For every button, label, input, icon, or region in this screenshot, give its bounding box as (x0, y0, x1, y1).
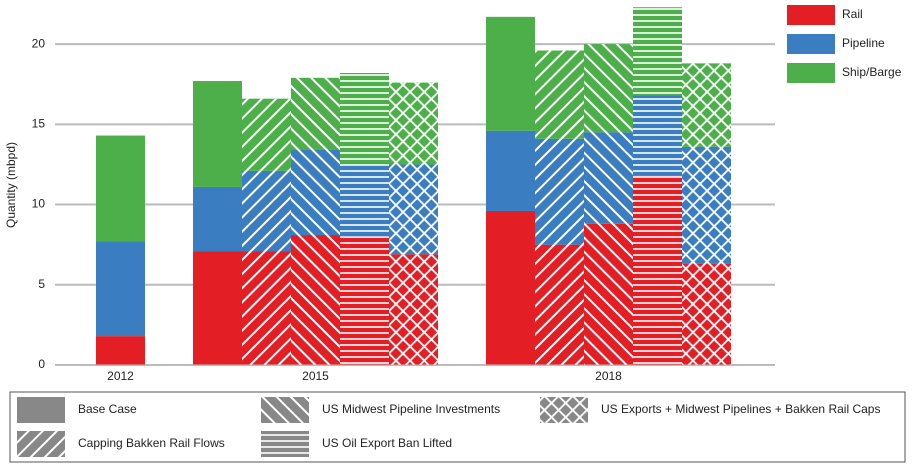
y-tick-label: 5 (38, 277, 45, 291)
bar-segment (96, 336, 145, 365)
bar-hatch (340, 164, 389, 237)
y-tick-label: 0 (38, 357, 45, 371)
bar-segment (193, 251, 242, 365)
bar-segment (96, 241, 145, 337)
bar-hatch (584, 223, 633, 365)
legend-swatch (787, 5, 835, 25)
y-tick-label: 10 (32, 197, 46, 211)
legend-label: Rail (842, 7, 863, 21)
bar-segment (96, 135, 145, 242)
x-tick-label: 2015 (302, 369, 329, 383)
bar-hatch (242, 251, 291, 365)
scenario-swatch (17, 397, 65, 423)
scenario-label: US Midwest Pipeline Investments (322, 402, 500, 416)
legend-swatch (787, 63, 835, 83)
scenario-legend-box (9, 391, 906, 463)
x-tick-label: 2012 (107, 369, 134, 383)
bar-segment (486, 130, 535, 211)
bar-hatch (389, 254, 438, 365)
bar-hatch (291, 77, 340, 151)
bar-hatch (291, 150, 340, 236)
y-tick-label: 15 (32, 117, 46, 131)
y-tick-label: 20 (32, 36, 46, 50)
bar-hatch (535, 138, 584, 245)
bar-segment (193, 186, 242, 252)
x-tick-label: 2018 (595, 369, 622, 383)
bar-hatch (340, 72, 389, 165)
bar-hatch (340, 236, 389, 365)
scenario-hatch (540, 397, 588, 423)
scenario-label: Base Case (78, 402, 137, 416)
bar-segment (486, 210, 535, 365)
bar-hatch (682, 146, 731, 264)
bar-hatch (633, 95, 682, 176)
bar-hatch (682, 263, 731, 365)
bar-hatch (389, 164, 438, 255)
bar-hatch (242, 170, 291, 252)
bar-hatch (633, 175, 682, 365)
bar-hatch (242, 98, 291, 171)
legend-label: Pipeline (842, 36, 885, 50)
bar-hatch (584, 132, 633, 224)
bar-hatch (584, 44, 633, 133)
bar-segment (486, 16, 535, 131)
scenario-hatch (261, 431, 309, 457)
y-axis-label: Quantity (mbpd) (4, 142, 18, 228)
scenario-hatch (17, 431, 65, 457)
scenario-hatch (261, 397, 309, 423)
bar-hatch (535, 244, 584, 365)
bar-hatch (682, 63, 731, 147)
bar-hatch (535, 50, 584, 139)
bar-hatch (633, 7, 682, 96)
bar-hatch (389, 82, 438, 165)
scenario-label: Capping Bakken Rail Flows (78, 436, 225, 450)
scenario-label: US Oil Export Ban Lifted (322, 436, 452, 450)
legend-swatch (787, 34, 835, 54)
scenario-label: US Exports + Midwest Pipelines + Bakken … (601, 402, 880, 416)
legend-label: Ship/Barge (842, 65, 902, 79)
bar-segment (193, 81, 242, 187)
bar-hatch (291, 235, 340, 365)
